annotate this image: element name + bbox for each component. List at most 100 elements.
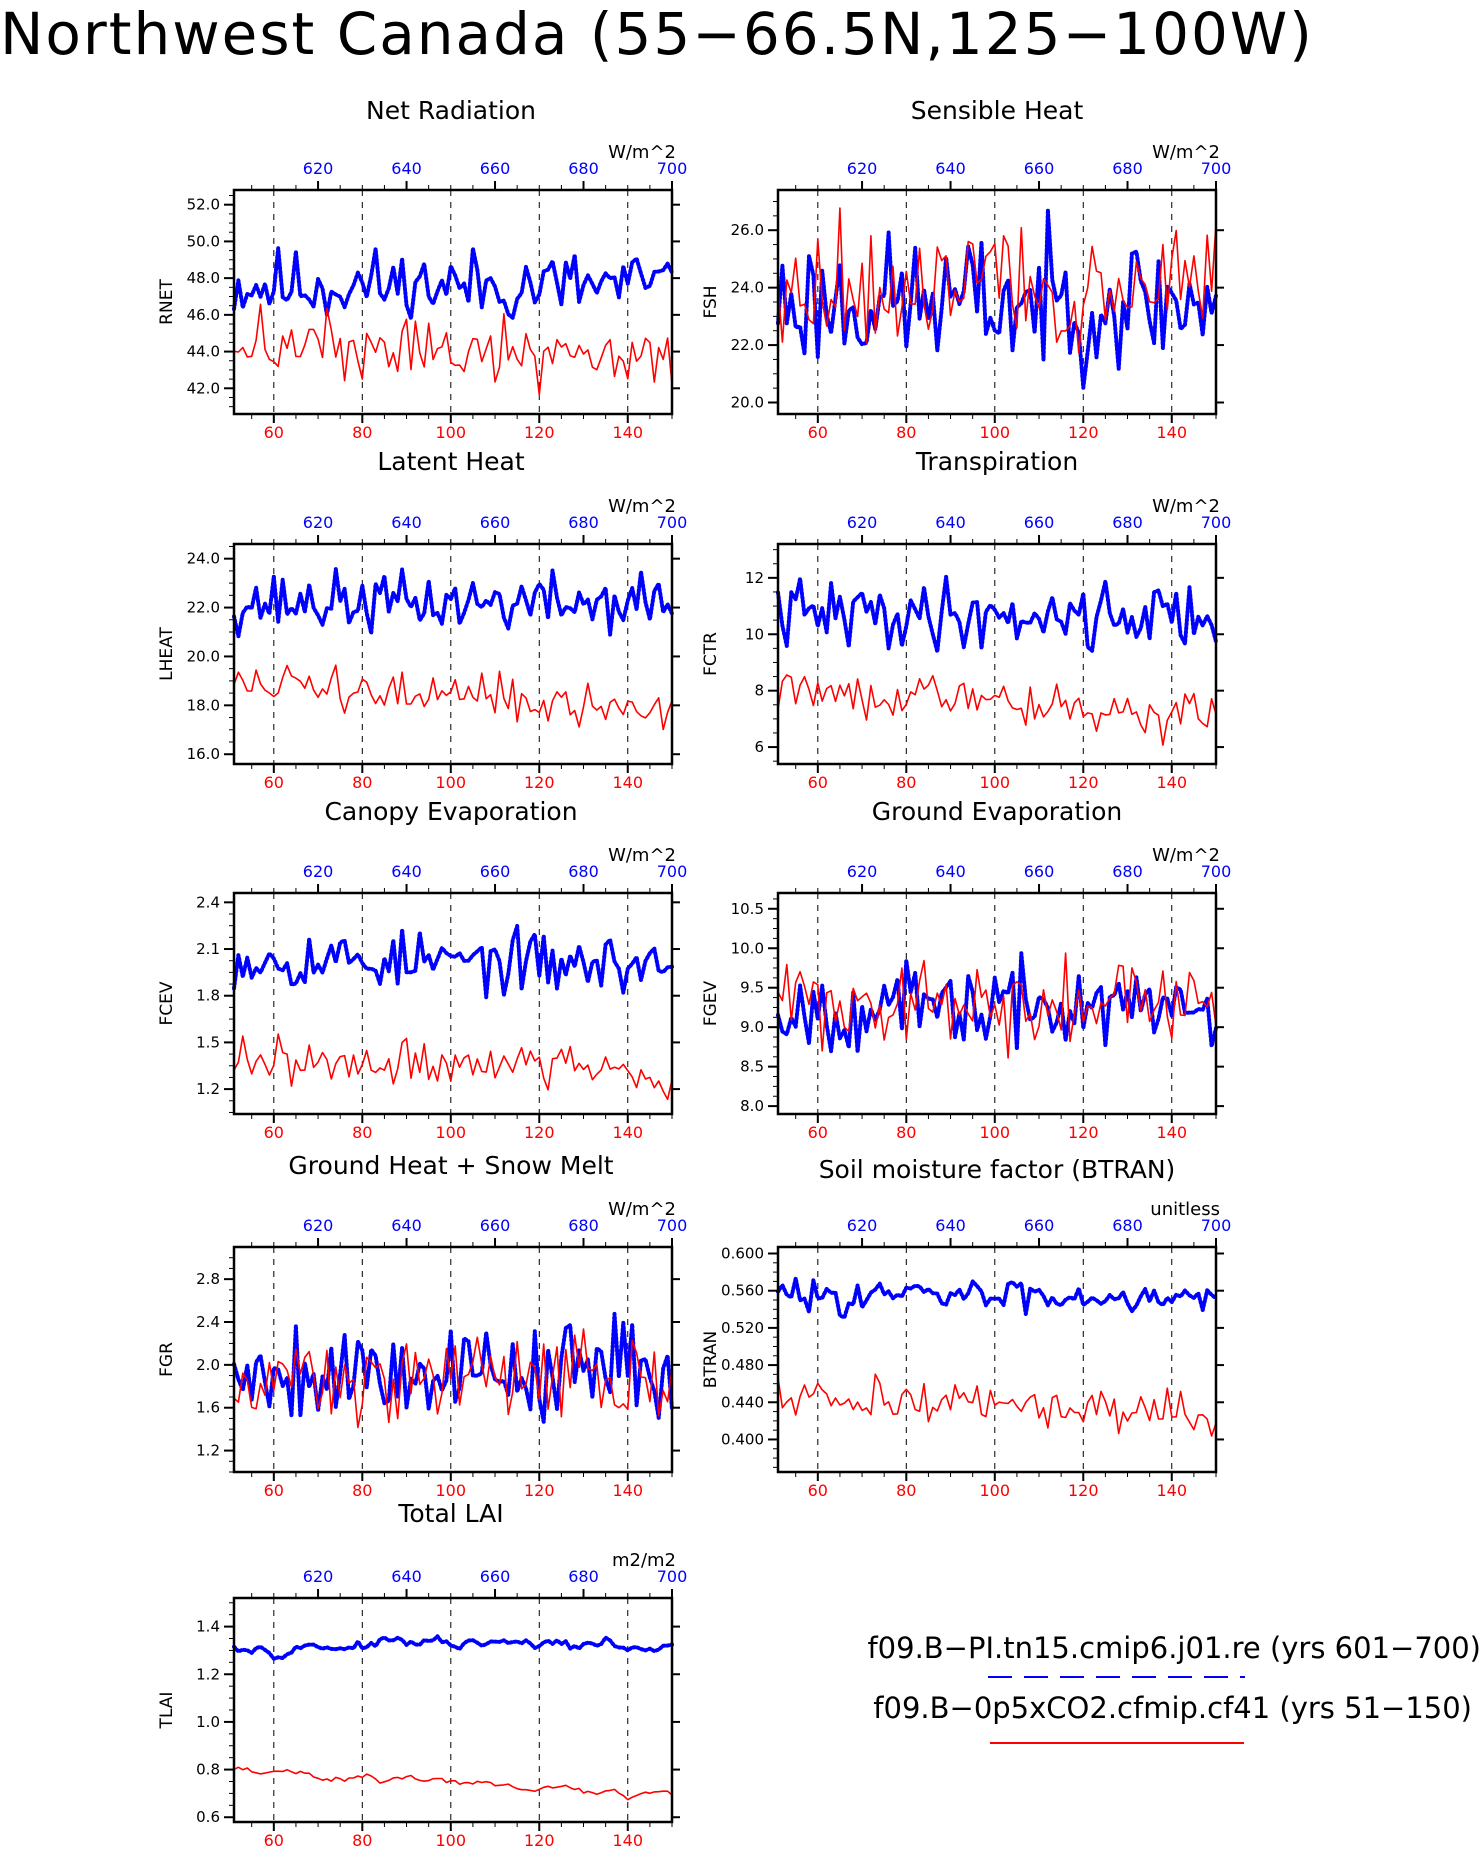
x-tick-label-top: 680 (1112, 513, 1143, 532)
plot-frame (776, 1245, 1218, 1474)
x-tick-label-bottom: 80 (896, 773, 916, 792)
plot-frame (776, 891, 1218, 1116)
x-tick-label-top: 620 (303, 1216, 334, 1235)
x-tick-label-top: 620 (303, 862, 334, 881)
y-axis-label: FCEV (157, 981, 177, 1025)
panel-title: Ground Evaporation (872, 797, 1122, 826)
series-line-experiment (777, 1373, 1217, 1437)
series-line-experiment (777, 207, 1217, 354)
y-tick-label: 1.8 (196, 987, 220, 1005)
x-tick-label-top: 640 (935, 862, 966, 881)
y-tick-label: 1.0 (196, 1713, 220, 1731)
y-tick-label: 8.5 (740, 1058, 764, 1076)
x-tick-label-top: 680 (1112, 159, 1143, 178)
y-tick-label: 8.0 (740, 1097, 764, 1115)
units-label: W/m^2 (608, 142, 676, 163)
x-tick-label-top: 620 (847, 513, 878, 532)
units-label: W/m^2 (608, 845, 676, 866)
y-tick-label: 46.0 (187, 306, 220, 324)
y-axis-label: FSH (701, 285, 721, 318)
y-axis-label: RNET (157, 279, 177, 325)
x-tick-label-top: 620 (303, 513, 334, 532)
y-tick-label: 52.0 (187, 196, 220, 214)
panel-title: Transpiration (915, 447, 1078, 476)
y-tick-label: 24.0 (187, 550, 220, 568)
y-tick-label: 50.0 (187, 232, 220, 250)
y-tick-label: 8 (754, 682, 764, 700)
y-axis-label: BTRAN (701, 1331, 721, 1389)
x-tick-label-top: 640 (391, 1567, 422, 1586)
y-tick-label: 2.4 (196, 893, 220, 911)
units-label: W/m^2 (1152, 142, 1220, 163)
x-tick-label-top: 680 (568, 159, 599, 178)
x-tick-label-bottom: 140 (612, 773, 643, 792)
x-tick-label-bottom: 80 (352, 773, 372, 792)
x-tick-label-top: 620 (303, 1567, 334, 1586)
legend-label-control: f09.B−PI.tn15.cmip6.j01.re (yrs 601−700) (867, 1631, 1481, 1665)
x-tick-label-top: 660 (1024, 1216, 1055, 1235)
x-tick-label-bottom: 60 (264, 1831, 284, 1849)
y-tick-label: 2.8 (196, 1270, 220, 1288)
x-tick-label-bottom: 80 (352, 1123, 372, 1142)
units-label: W/m^2 (608, 496, 676, 517)
x-tick-label-bottom: 100 (436, 773, 467, 792)
y-tick-label: 44.0 (187, 343, 220, 361)
x-tick-label-top: 680 (568, 1216, 599, 1235)
y-axis-label: LHEAT (157, 627, 177, 681)
x-tick-label-top: 640 (391, 159, 422, 178)
panel-title: Net Radiation (366, 96, 536, 125)
panel-fsh: Sensible Heat W/m^2 FSH 20.0 22.0 24.0 26.0 60 8… (701, 96, 1231, 442)
x-tick-label-bottom: 80 (352, 423, 372, 442)
series-line-control (232, 1634, 674, 1661)
panel-btran: Soil moisture factor (BTRAN) unitless BTRA… (701, 1155, 1231, 1500)
x-tick-label-bottom: 60 (264, 1123, 284, 1142)
x-tick-label-bottom: 100 (436, 1123, 467, 1142)
x-tick-label-bottom: 80 (896, 1481, 916, 1500)
y-tick-label: 0.480 (721, 1356, 764, 1374)
y-tick-label: 0.6 (196, 1808, 220, 1826)
units-label: W/m^2 (608, 1199, 676, 1220)
units-label: W/m^2 (1152, 845, 1220, 866)
y-tick-label: 18.0 (187, 696, 220, 714)
x-tick-label-top: 700 (657, 159, 688, 178)
y-tick-label: 20.0 (731, 394, 764, 412)
x-tick-label-top: 660 (1024, 159, 1055, 178)
x-tick-label-top: 640 (935, 513, 966, 532)
plot-frame (232, 1596, 674, 1824)
units-label: W/m^2 (1152, 496, 1220, 517)
series-line-control (776, 1276, 1218, 1320)
y-tick-label: 16.0 (187, 745, 220, 763)
x-tick-label-bottom: 140 (1156, 423, 1187, 442)
y-tick-label: 24.0 (731, 279, 764, 297)
x-tick-label-bottom: 80 (896, 423, 916, 442)
panel-title: Soil moisture factor (BTRAN) (819, 1155, 1176, 1184)
x-tick-label-top: 620 (303, 159, 334, 178)
units-label: m2/m2 (612, 1550, 676, 1571)
series-line-control (232, 246, 674, 321)
x-tick-label-top: 660 (480, 1216, 511, 1235)
x-tick-label-top: 620 (847, 862, 878, 881)
y-tick-label: 48.0 (187, 269, 220, 287)
series-line-experiment (777, 674, 1217, 746)
x-tick-label-top: 700 (1201, 1216, 1232, 1235)
x-tick-label-top: 700 (657, 513, 688, 532)
x-tick-label-bottom: 120 (524, 773, 555, 792)
x-tick-label-bottom: 100 (980, 1123, 1011, 1142)
x-tick-label-top: 680 (568, 1567, 599, 1586)
x-tick-label-bottom: 120 (1068, 423, 1099, 442)
plot-frame (776, 542, 1218, 766)
x-tick-label-bottom: 140 (1156, 1481, 1187, 1500)
panel-rnet: Net Radiation W/m^2 RNET 42.0 44.0 46.0 48.0 50… (157, 96, 687, 442)
x-tick-label-bottom: 100 (436, 1831, 467, 1849)
x-tick-label-top: 700 (657, 862, 688, 881)
x-tick-label-bottom: 140 (612, 1123, 643, 1142)
y-tick-label: 22.0 (731, 336, 764, 354)
x-tick-label-top: 660 (480, 159, 511, 178)
series-line-experiment (777, 952, 1217, 1059)
x-tick-label-bottom: 140 (1156, 1123, 1187, 1142)
y-tick-label: 0.560 (721, 1282, 764, 1300)
x-tick-label-top: 700 (1201, 862, 1232, 881)
series-line-experiment (233, 1328, 673, 1429)
y-axis-label: FGEV (701, 980, 721, 1026)
